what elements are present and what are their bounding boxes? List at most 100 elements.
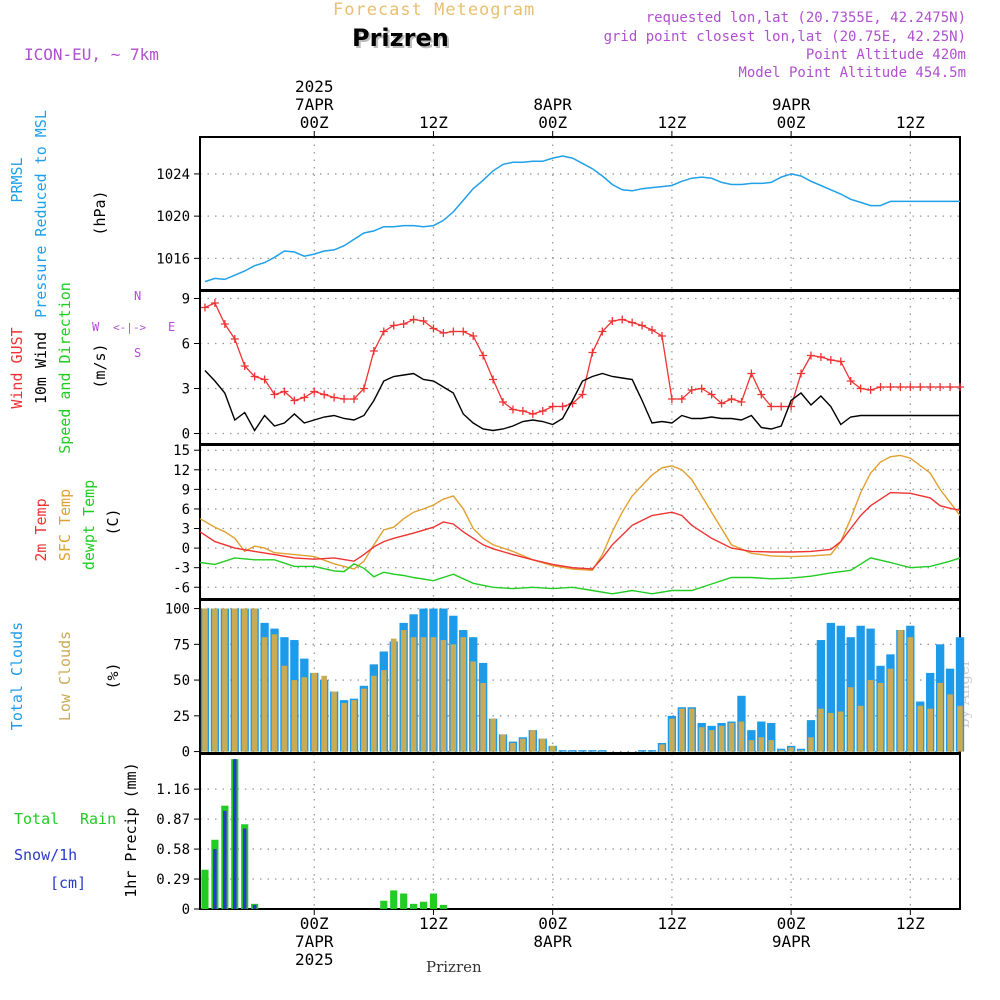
pressure-ytick-label: 1020: [156, 209, 190, 225]
temp-2m-line: [199, 491, 961, 570]
wind-10m-label: 10m Wind: [32, 332, 50, 404]
low-clouds-bar: [838, 711, 844, 752]
rain-bar: [400, 893, 408, 909]
wind-gust-marker: [469, 332, 478, 340]
wind-gust-marker: [687, 386, 696, 394]
clouds-unit-label: (%): [104, 662, 122, 689]
time-label-top: 7APR: [295, 95, 334, 114]
total-clouds-bar: [796, 748, 806, 752]
compass-n: N: [134, 289, 141, 303]
low-clouds-bar: [897, 630, 904, 752]
precip-ytick-label: 0.87: [156, 812, 190, 828]
wind-gust-marker: [220, 320, 229, 328]
wind-gust-marker: [548, 402, 557, 411]
low-clouds-bar: [659, 744, 665, 752]
wind-gust-marker: [677, 395, 686, 403]
low-clouds-bar: [480, 682, 486, 752]
wind-gust-marker: [538, 407, 547, 415]
time-label-top: 2025: [295, 77, 334, 96]
snow-bar: [232, 759, 237, 909]
low-clouds-bar: [490, 718, 496, 752]
precip-snow-label: Snow/1h: [14, 846, 77, 864]
time-label-bottom: 9APR: [772, 932, 811, 951]
wind-gust-marker: [439, 329, 448, 337]
clouds-ytick-label: 75: [173, 637, 190, 653]
wind-unit-label: (m/s): [91, 343, 109, 388]
wind-gust-marker: [707, 390, 716, 399]
total-clouds-bar: [757, 721, 766, 752]
wind-gust-marker: [429, 324, 438, 333]
compass-s: S: [134, 346, 141, 360]
wind-gust-marker: [826, 356, 835, 364]
low-clouds-bar: [420, 637, 427, 752]
wind-gust-marker: [946, 383, 955, 391]
low-clouds-bar: [708, 730, 715, 752]
product-title: Forecast Meteogram: [333, 0, 536, 20]
wind-ytick-label: 6: [182, 337, 190, 353]
snow-bar: [242, 828, 247, 909]
low-clouds-bar: [808, 737, 814, 752]
low-clouds-bar: [331, 691, 337, 752]
wind-gust-marker: [598, 327, 607, 336]
low-clouds-bar: [400, 630, 407, 752]
low-clouds-bar: [947, 694, 953, 752]
wind-gust-marker: [260, 375, 269, 384]
low-clouds-bar: [281, 665, 288, 752]
temperature-ytick-label: -3: [173, 561, 190, 577]
wind-gust-marker: [479, 351, 488, 360]
wind-gust-marker: [856, 384, 865, 393]
precip-total-label: Total: [14, 810, 59, 828]
clouds-ytick-label: 100: [165, 602, 190, 618]
low-clouds-bar: [311, 672, 318, 752]
clouds-ytick-label: 0: [182, 745, 190, 761]
temp-2m-label: 2m Temp: [32, 498, 50, 561]
wind-gust-marker: [667, 395, 676, 403]
total-clouds-bar: [578, 750, 587, 752]
total-clouds-bar: [767, 722, 776, 752]
total-clouds-bar: [777, 748, 786, 752]
low-clouds-bar: [222, 608, 228, 752]
wind-gust-marker: [280, 387, 289, 396]
total-clouds-bar: [826, 622, 836, 752]
low-clouds-bar: [887, 668, 894, 752]
wind-gust-marker: [737, 398, 746, 406]
wind-gust-marker: [866, 386, 875, 394]
temperature-ytick-label: -6: [173, 580, 190, 596]
low-clouds-bar: [698, 727, 705, 752]
pressure-label-prmsl: PRMSL: [8, 157, 26, 202]
time-label-bottom: 12Z: [419, 914, 448, 933]
rain-bar: [439, 904, 447, 909]
total-clouds-bar: [637, 750, 647, 752]
low-clouds-bar: [798, 750, 804, 752]
low-clouds-bar: [251, 608, 258, 752]
wind-gust-marker: [240, 362, 249, 370]
rain-bar: [380, 900, 388, 909]
time-label-top: 9APR: [772, 95, 811, 114]
low-clouds-bar: [450, 644, 457, 752]
low-clouds-bar: [549, 745, 556, 752]
wind-gust-marker: [419, 317, 428, 325]
wind-gust-marker: [638, 321, 647, 330]
wind-gust-marker: [578, 390, 587, 399]
low-clouds-bar: [768, 740, 775, 752]
total-clouds-bar: [568, 750, 577, 752]
precip-ytick-label: 0.29: [156, 872, 190, 888]
wind-gust-marker: [518, 407, 527, 415]
low-clouds-bar: [361, 688, 367, 752]
pressure-unit-label: (hPa): [91, 190, 109, 235]
wind-gust-marker: [876, 383, 885, 391]
low-clouds-bar: [957, 705, 963, 752]
compass-e: E: [168, 320, 175, 334]
sfc-temp-line: [199, 454, 961, 572]
wind-gust-label: Wind GUST: [8, 327, 26, 408]
low-clouds-bar: [718, 725, 725, 752]
requested-location: requested lon,lat (20.7355E, 42.2475N): [645, 10, 966, 26]
dewpt-temp-line: [199, 557, 961, 595]
precip-panel-frame: [199, 753, 961, 910]
time-label-bottom: 8APR: [533, 932, 572, 951]
wind-gust-marker: [628, 318, 637, 327]
temp-sfc-label: SFC Temp: [56, 489, 74, 561]
wind-gust-marker: [916, 383, 925, 391]
low-clouds-bar: [341, 702, 347, 752]
